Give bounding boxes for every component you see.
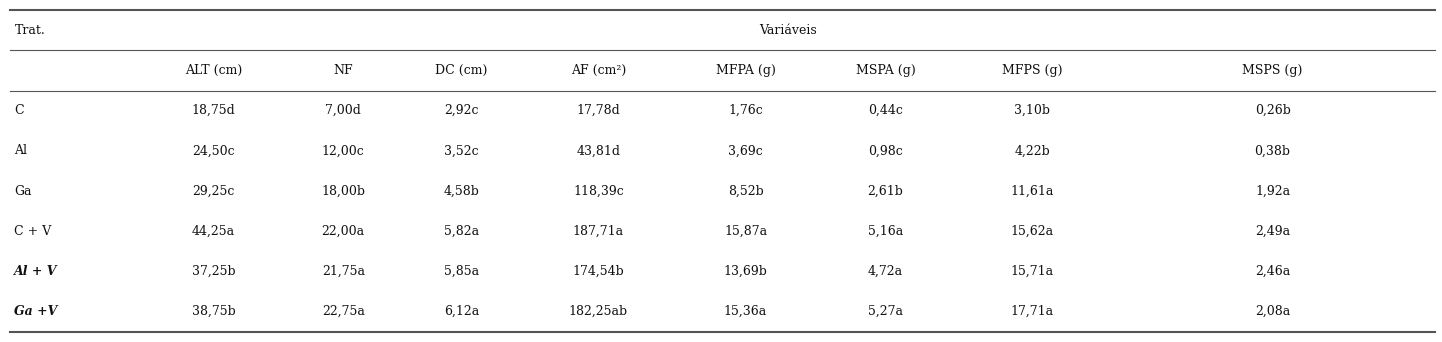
Text: 22,75a: 22,75a [322, 305, 365, 318]
Text: 13,69b: 13,69b [724, 265, 767, 278]
Text: 8,52b: 8,52b [728, 185, 763, 198]
Text: Ga +V: Ga +V [14, 305, 58, 318]
Text: 18,00b: 18,00b [322, 185, 365, 198]
Text: ALT (cm): ALT (cm) [185, 64, 242, 77]
Text: NF: NF [333, 64, 353, 77]
Text: 17,71a: 17,71a [1011, 305, 1054, 318]
Text: Trat.: Trat. [14, 24, 45, 37]
Text: Ga: Ga [14, 185, 32, 198]
Text: DC (cm): DC (cm) [435, 64, 487, 77]
Text: 5,16a: 5,16a [868, 225, 903, 238]
Text: C: C [14, 104, 25, 117]
Text: MFPA (g): MFPA (g) [715, 64, 776, 77]
Text: 4,22b: 4,22b [1015, 144, 1050, 157]
Text: 18,75d: 18,75d [192, 104, 235, 117]
Text: 38,75b: 38,75b [192, 305, 235, 318]
Text: AF (cm²): AF (cm²) [571, 64, 626, 77]
Text: 2,92c: 2,92c [444, 104, 479, 117]
Text: 118,39c: 118,39c [572, 185, 624, 198]
Text: Al: Al [14, 144, 27, 157]
Text: 0,38b: 0,38b [1255, 144, 1291, 157]
Text: 29,25c: 29,25c [192, 185, 235, 198]
Text: 15,62a: 15,62a [1011, 225, 1054, 238]
Text: C + V: C + V [14, 225, 52, 238]
Text: 43,81d: 43,81d [577, 144, 620, 157]
Text: 4,72a: 4,72a [868, 265, 903, 278]
Text: 6,12a: 6,12a [444, 305, 479, 318]
Text: 11,61a: 11,61a [1011, 185, 1054, 198]
Text: 17,78d: 17,78d [577, 104, 620, 117]
Text: 37,25b: 37,25b [192, 265, 235, 278]
Text: MSPA (g): MSPA (g) [855, 64, 916, 77]
Text: 24,50c: 24,50c [192, 144, 235, 157]
Text: 15,87a: 15,87a [724, 225, 767, 238]
Text: 1,92a: 1,92a [1255, 185, 1291, 198]
Text: 15,36a: 15,36a [724, 305, 767, 318]
Text: 0,44c: 0,44c [868, 104, 903, 117]
Text: 187,71a: 187,71a [572, 225, 624, 238]
Text: 5,27a: 5,27a [868, 305, 903, 318]
Text: 2,08a: 2,08a [1255, 305, 1291, 318]
Text: 5,82a: 5,82a [444, 225, 479, 238]
Text: 3,52c: 3,52c [444, 144, 479, 157]
Text: 3,10b: 3,10b [1015, 104, 1050, 117]
Text: 0,98c: 0,98c [868, 144, 903, 157]
Text: MSPS (g): MSPS (g) [1243, 64, 1302, 77]
Text: 2,61b: 2,61b [868, 185, 903, 198]
Text: 21,75a: 21,75a [322, 265, 365, 278]
Text: 2,46a: 2,46a [1255, 265, 1291, 278]
Text: Variáveis: Variáveis [758, 24, 818, 37]
Text: 22,00a: 22,00a [322, 225, 365, 238]
Text: MFPS (g): MFPS (g) [1002, 64, 1063, 77]
Text: 15,71a: 15,71a [1011, 265, 1054, 278]
Text: 1,76c: 1,76c [728, 104, 763, 117]
Text: 4,58b: 4,58b [444, 185, 479, 198]
Text: 182,25ab: 182,25ab [568, 305, 629, 318]
Text: 12,00c: 12,00c [322, 144, 365, 157]
Text: 5,85a: 5,85a [444, 265, 479, 278]
Text: Al + V: Al + V [14, 265, 58, 278]
Text: 174,54b: 174,54b [572, 265, 624, 278]
Text: 3,69c: 3,69c [728, 144, 763, 157]
Text: 7,00d: 7,00d [326, 104, 360, 117]
Text: 0,26b: 0,26b [1255, 104, 1291, 117]
Text: 2,49a: 2,49a [1255, 225, 1291, 238]
Text: 44,25a: 44,25a [192, 225, 235, 238]
